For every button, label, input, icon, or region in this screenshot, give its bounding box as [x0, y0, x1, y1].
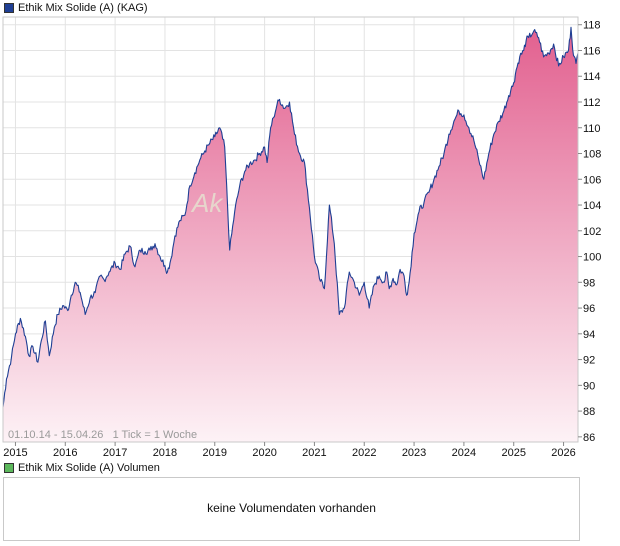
price-area	[3, 27, 578, 442]
x-tick-label: 2026	[551, 447, 575, 459]
date-range-info: 01.10.14 - 15.04.26 1 Tick = 1 Woche	[8, 429, 197, 441]
volume-empty-message: keine Volumendaten vorhanden	[207, 501, 376, 515]
plot-frame	[2, 16, 579, 443]
x-tick-label: 2018	[153, 447, 177, 459]
y-tick-label: 104	[583, 200, 601, 212]
main-legend-swatch	[4, 3, 14, 13]
y-tick-label: 114	[583, 71, 601, 83]
x-tick-label: 2025	[501, 447, 525, 459]
volume-legend: Ethik Mix Solide (A) Volumen	[4, 461, 160, 475]
x-tick-label: 2021	[302, 447, 326, 459]
x-axis: 2015 2016 2017 2018 2019 2020 2021 2022 2023 2024…	[3, 442, 576, 459]
volume-panel: keine Volumendaten vorhanden	[3, 477, 580, 541]
watermark: Ak	[190, 188, 224, 218]
x-tick-label: 2023	[402, 447, 426, 459]
x-tick-label: 2020	[252, 447, 276, 459]
y-tick-label: 118	[583, 20, 601, 32]
y-tick-label: 86	[583, 432, 595, 444]
y-tick-label: 108	[583, 149, 601, 161]
y-tick-label: 92	[583, 355, 595, 367]
y-tick-label: 100	[583, 252, 601, 264]
x-tick-label: 2019	[203, 447, 227, 459]
y-tick-label: 110	[583, 123, 601, 135]
y-tick-label: 112	[583, 97, 601, 109]
y-tick-label: 106	[583, 174, 601, 186]
x-tick-label: 2017	[103, 447, 127, 459]
price-chart: Ak 01.10.14 - 15.04.26 1 Tick = 1 Woche …	[2, 16, 601, 459]
y-tick-label: 116	[583, 45, 601, 57]
y-tick-label: 94	[583, 329, 595, 341]
x-tick-label: 2015	[3, 447, 27, 459]
price-line	[3, 26, 578, 408]
x-tick-label: 2024	[452, 447, 476, 459]
main-legend: Ethik Mix Solide (A) (KAG)	[4, 1, 148, 15]
y-tick-label: 96	[583, 303, 595, 315]
y-tick-label: 90	[583, 380, 595, 392]
volume-legend-swatch	[4, 463, 14, 473]
y-tick-label: 88	[583, 406, 595, 418]
x-tick-label: 2016	[53, 447, 77, 459]
x-tick-label: 2022	[352, 447, 376, 459]
y-tick-label: 102	[583, 226, 601, 238]
y-tick-label: 98	[583, 277, 595, 289]
y-axis: 86 88 90 92 94 96 98 100 102 104 106 108 110 112 114 11…	[578, 20, 601, 444]
main-legend-label: Ethik Mix Solide (A) (KAG)	[18, 2, 148, 14]
volume-legend-label: Ethik Mix Solide (A) Volumen	[18, 462, 160, 474]
